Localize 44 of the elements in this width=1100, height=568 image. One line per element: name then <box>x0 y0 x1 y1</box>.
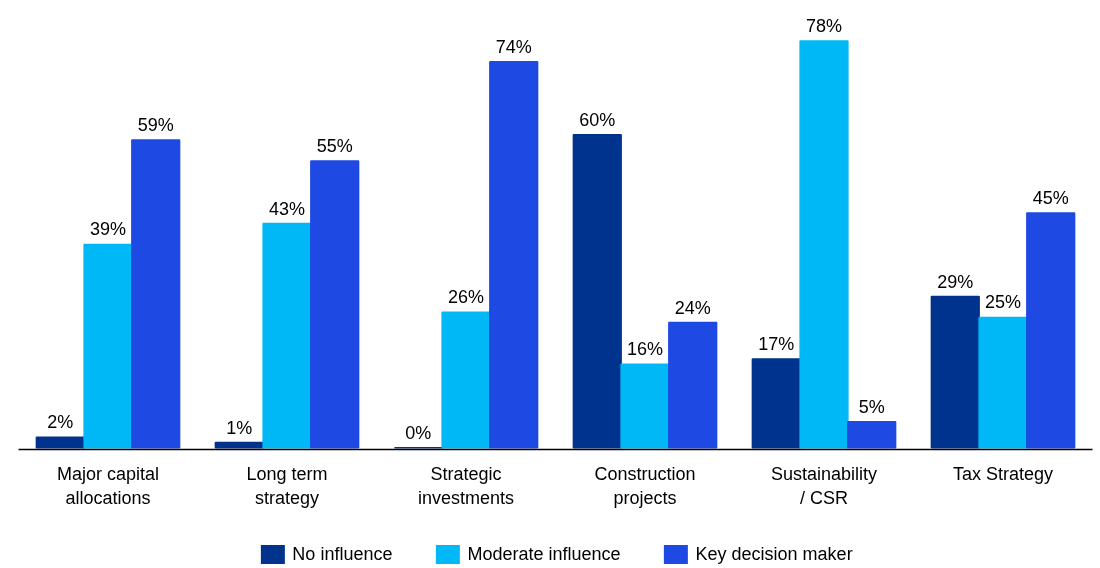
data-label: 25% <box>984 292 1022 313</box>
x-tick-label: Long term strategy <box>246 463 328 508</box>
data-label: 2% <box>47 412 74 433</box>
data-label: 17% <box>758 334 795 355</box>
legend-label: Key decision maker <box>695 543 853 565</box>
x-tick-label: Sustainability / CSR <box>770 463 878 508</box>
bar <box>978 316 1028 449</box>
bar <box>930 295 980 449</box>
bar <box>310 160 360 449</box>
bar <box>799 40 849 449</box>
bar <box>620 363 670 449</box>
data-label: 0% <box>405 422 432 443</box>
bar <box>572 134 622 449</box>
data-label: 1% <box>226 417 253 438</box>
data-label: 45% <box>1032 188 1069 209</box>
bar <box>35 436 85 449</box>
x-tick-label: Tax Strategy <box>952 463 1054 484</box>
bar <box>751 358 801 449</box>
legend-label: No influence <box>292 543 393 565</box>
data-label: 16% <box>626 339 664 360</box>
data-label: 39% <box>89 219 127 240</box>
bar <box>489 61 539 449</box>
x-tick-label: Strategic investments <box>417 463 515 508</box>
data-label: 29% <box>937 271 974 292</box>
legend-label: Moderate influence <box>467 543 621 565</box>
bar <box>131 139 181 449</box>
data-label: 74% <box>495 36 532 57</box>
data-label: 55% <box>316 135 353 156</box>
bar <box>847 420 897 449</box>
bar <box>214 441 264 449</box>
bar <box>1026 212 1076 449</box>
x-tick-label: Construction projects <box>594 463 696 508</box>
bar <box>83 243 133 449</box>
data-label: 26% <box>447 287 485 308</box>
data-label: 60% <box>579 109 616 130</box>
data-label: 59% <box>137 115 174 136</box>
data-label: 5% <box>858 396 885 417</box>
data-label: 43% <box>268 198 306 219</box>
x-tick-label: Major capital allocations <box>56 463 160 508</box>
bar <box>668 321 718 449</box>
data-label: 78% <box>805 16 843 37</box>
data-label: 24% <box>674 297 711 318</box>
bar <box>441 311 491 449</box>
bar <box>262 222 312 449</box>
